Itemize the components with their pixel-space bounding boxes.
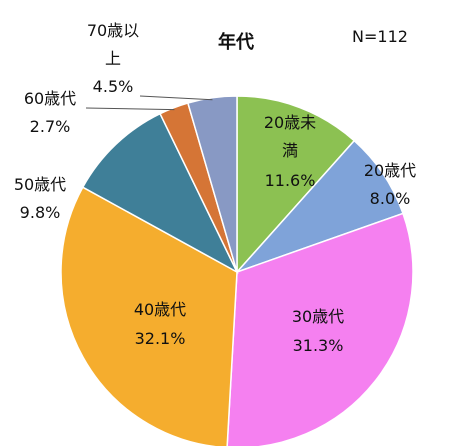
slice-value-under20: 11.6%: [265, 171, 316, 190]
pie-slice-20s: [236, 139, 404, 273]
slice-value-40s: 32.1%: [135, 329, 186, 348]
pie-slice-50s: [81, 112, 239, 274]
leader-line-60s: [85, 107, 175, 111]
pie-slice-70s: [186, 95, 238, 273]
pie-slice-40s: [60, 186, 238, 446]
leader-line-70s: [139, 95, 213, 101]
slice-label-under20: 20歳未: [264, 113, 316, 132]
chart-title: 年代: [218, 31, 254, 53]
slice-value-20s: 8.0%: [370, 189, 411, 208]
pie-slice-30s: [226, 212, 414, 446]
slice-label-50s: 50歳代: [14, 175, 66, 194]
slice-value-60s: 2.7%: [30, 117, 71, 136]
slice-value-30s: 31.3%: [293, 336, 344, 355]
slice-label-60s: 60歳代: [24, 89, 76, 108]
slice-label-70s: 70歳以: [87, 21, 139, 40]
slice-label-20s: 20歳代: [364, 161, 416, 180]
slice-label-30s: 30歳代: [292, 307, 344, 326]
slice-label-70s-cont: 上: [105, 49, 121, 68]
pie-slice-under20: [236, 95, 356, 274]
slice-value-50s: 9.8%: [20, 203, 61, 222]
slice-label-under20-cont: 満: [282, 141, 298, 160]
slice-label-40s: 40歳代: [134, 300, 186, 319]
slice-value-70s: 4.5%: [93, 77, 134, 96]
sample-size-note: N=112: [352, 27, 408, 46]
pie-slices: [60, 95, 414, 446]
